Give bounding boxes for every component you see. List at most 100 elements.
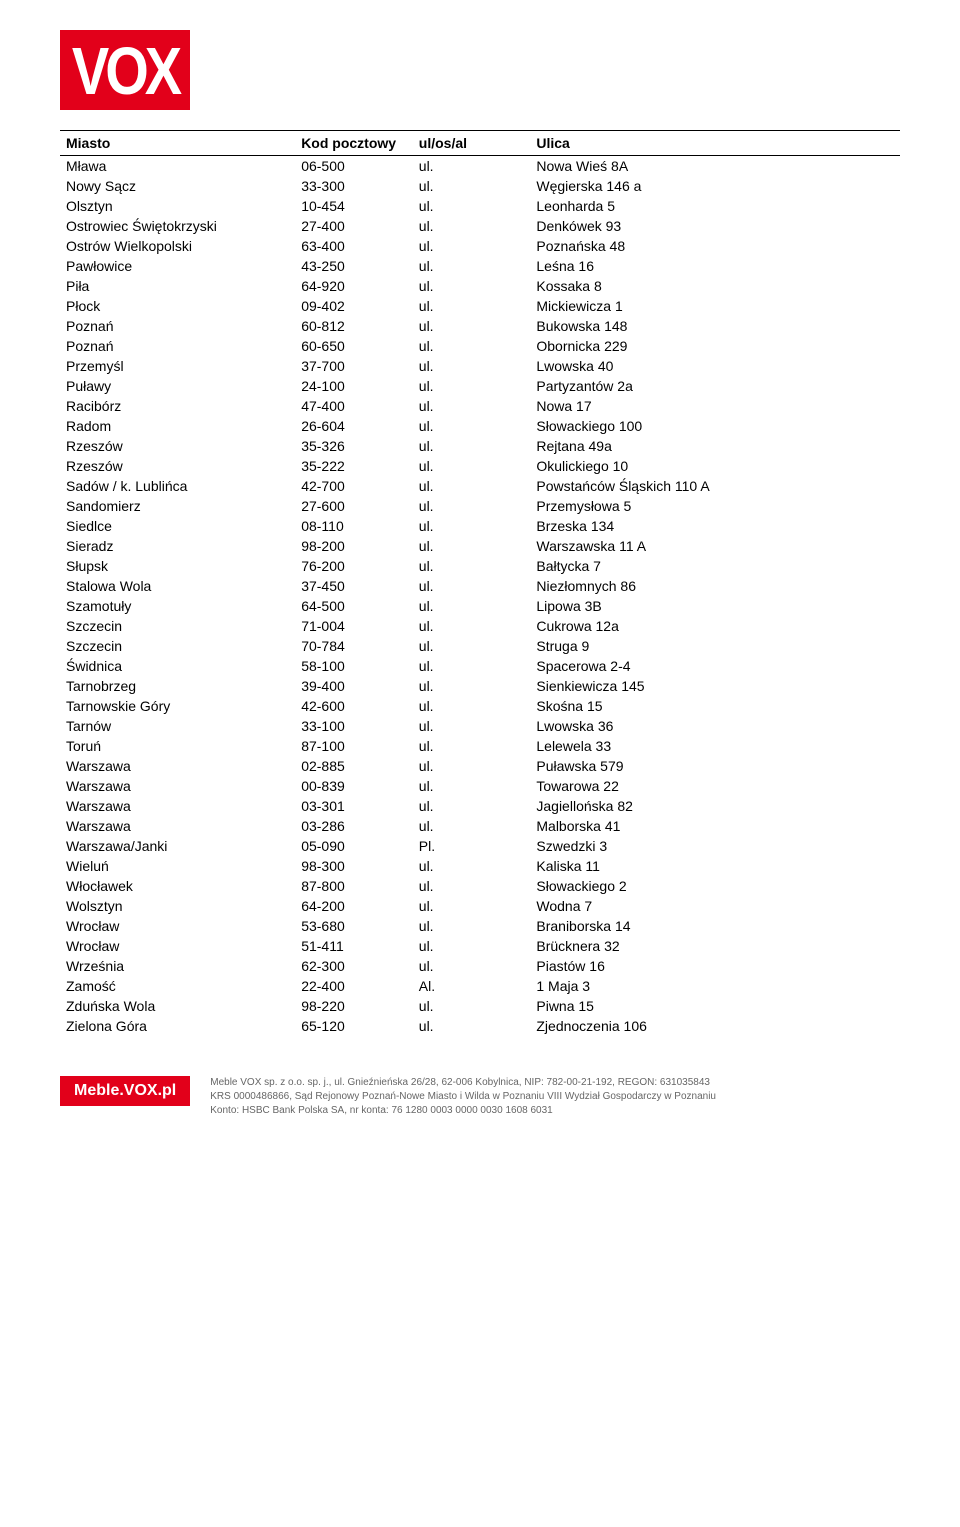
table-row: Zielona Góra65-120ul.Zjednoczenia 106 xyxy=(60,1016,900,1036)
table-cell: Sandomierz xyxy=(60,496,295,516)
table-cell: Powstańców Śląskich 110 A xyxy=(530,476,900,496)
table-row: Rzeszów35-222ul.Okulickiego 10 xyxy=(60,456,900,476)
table-cell: 08-110 xyxy=(295,516,413,536)
table-cell: Puławy xyxy=(60,376,295,396)
table-cell: Warszawa xyxy=(60,756,295,776)
table-cell: Zielona Góra xyxy=(60,1016,295,1036)
table-cell: 1 Maja 3 xyxy=(530,976,900,996)
table-cell: ul. xyxy=(413,356,531,376)
table-row: Nowy Sącz33-300ul.Węgierska 146 a xyxy=(60,176,900,196)
footer-line3: Konto: HSBC Bank Polska SA, nr konta: 76… xyxy=(210,1104,716,1118)
table-cell: 37-450 xyxy=(295,576,413,596)
table-cell: 98-200 xyxy=(295,536,413,556)
table-row: Rzeszów35-326ul.Rejtana 49a xyxy=(60,436,900,456)
table-row: Ostrów Wielkopolski63-400ul.Poznańska 48 xyxy=(60,236,900,256)
table-cell: 63-400 xyxy=(295,236,413,256)
table-row: Szczecin71-004ul.Cukrowa 12a xyxy=(60,616,900,636)
table-cell: Spacerowa 2-4 xyxy=(530,656,900,676)
table-cell: Radom xyxy=(60,416,295,436)
table-cell: Struga 9 xyxy=(530,636,900,656)
brand-logo-text: VOX xyxy=(72,31,178,109)
table-cell: 98-220 xyxy=(295,996,413,1016)
table-cell: Siedlce xyxy=(60,516,295,536)
table-row: Zduńska Wola98-220ul.Piwna 15 xyxy=(60,996,900,1016)
table-row: Szamotuły64-500ul.Lipowa 3B xyxy=(60,596,900,616)
table-cell: ul. xyxy=(413,296,531,316)
footer-logo: Meble.VOX.pl xyxy=(60,1076,190,1106)
table-cell: 62-300 xyxy=(295,956,413,976)
table-row: Warszawa03-286ul.Malborska 41 xyxy=(60,816,900,836)
table-cell: Świdnica xyxy=(60,656,295,676)
table-row: Warszawa00-839ul.Towarowa 22 xyxy=(60,776,900,796)
table-cell: 09-402 xyxy=(295,296,413,316)
table-cell: 76-200 xyxy=(295,556,413,576)
table-row: Przemyśl37-700ul.Lwowska 40 xyxy=(60,356,900,376)
table-row: Mława06-500ul.Nowa Wieś 8A xyxy=(60,156,900,177)
table-cell: Malborska 41 xyxy=(530,816,900,836)
table-cell: Wieluń xyxy=(60,856,295,876)
table-cell: Puławska 579 xyxy=(530,756,900,776)
table-cell: Obornicka 229 xyxy=(530,336,900,356)
table-row: Sieradz98-200ul.Warszawska 11 A xyxy=(60,536,900,556)
table-cell: ul. xyxy=(413,476,531,496)
table-cell: 35-326 xyxy=(295,436,413,456)
table-cell: ul. xyxy=(413,876,531,896)
table-cell: 64-200 xyxy=(295,896,413,916)
table-cell: Tarnowskie Góry xyxy=(60,696,295,716)
table-cell: Bukowska 148 xyxy=(530,316,900,336)
table-cell: 24-100 xyxy=(295,376,413,396)
table-cell: Lwowska 36 xyxy=(530,716,900,736)
table-cell: 33-300 xyxy=(295,176,413,196)
table-cell: Poznań xyxy=(60,316,295,336)
table-row: Toruń87-100ul.Lelewela 33 xyxy=(60,736,900,756)
table-row: Tarnów33-100ul.Lwowska 36 xyxy=(60,716,900,736)
table-cell: Przemysłowa 5 xyxy=(530,496,900,516)
table-cell: ul. xyxy=(413,616,531,636)
table-cell: Warszawska 11 A xyxy=(530,536,900,556)
table-row: Włocławek87-800ul.Słowackiego 2 xyxy=(60,876,900,896)
table-row: Sadów / k. Lublińca42-700ul.Powstańców Ś… xyxy=(60,476,900,496)
table-cell: ul. xyxy=(413,336,531,356)
table-cell: Lelewela 33 xyxy=(530,736,900,756)
table-cell: Leonharda 5 xyxy=(530,196,900,216)
table-cell: Brzeska 134 xyxy=(530,516,900,536)
table-cell: 33-100 xyxy=(295,716,413,736)
table-cell: ul. xyxy=(413,656,531,676)
table-cell: Rzeszów xyxy=(60,456,295,476)
table-cell: ul. xyxy=(413,496,531,516)
table-cell: Wolsztyn xyxy=(60,896,295,916)
table-cell: Cukrowa 12a xyxy=(530,616,900,636)
table-cell: ul. xyxy=(413,676,531,696)
table-cell: Towarowa 22 xyxy=(530,776,900,796)
table-cell: ul. xyxy=(413,436,531,456)
table-cell: Kaliska 11 xyxy=(530,856,900,876)
table-row: Tarnobrzeg39-400ul.Sienkiewicza 145 xyxy=(60,676,900,696)
table-cell: ul. xyxy=(413,796,531,816)
table-cell: 58-100 xyxy=(295,656,413,676)
table-cell: Pl. xyxy=(413,836,531,856)
table-cell: 60-812 xyxy=(295,316,413,336)
table-row: Świdnica58-100ul.Spacerowa 2-4 xyxy=(60,656,900,676)
table-cell: Mława xyxy=(60,156,295,177)
table-cell: Toruń xyxy=(60,736,295,756)
table-cell: 71-004 xyxy=(295,616,413,636)
table-cell: 22-400 xyxy=(295,976,413,996)
table-cell: Nowy Sącz xyxy=(60,176,295,196)
table-cell: Ostrowiec Świętokrzyski xyxy=(60,216,295,236)
table-cell: ul. xyxy=(413,936,531,956)
table-row: Olsztyn10-454ul.Leonharda 5 xyxy=(60,196,900,216)
table-cell: ul. xyxy=(413,156,531,177)
table-cell: Stalowa Wola xyxy=(60,576,295,596)
table-cell: Kossaka 8 xyxy=(530,276,900,296)
footer: Meble.VOX.pl Meble VOX sp. z o.o. sp. j.… xyxy=(60,1076,900,1118)
table-cell: Jagiellońska 82 xyxy=(530,796,900,816)
table-cell: 47-400 xyxy=(295,396,413,416)
table-cell: Bałtycka 7 xyxy=(530,556,900,576)
table-cell: ul. xyxy=(413,856,531,876)
table-cell: Al. xyxy=(413,976,531,996)
table-cell: ul. xyxy=(413,396,531,416)
table-cell: Tarnobrzeg xyxy=(60,676,295,696)
table-cell: Wrocław xyxy=(60,936,295,956)
table-cell: Nowa Wieś 8A xyxy=(530,156,900,177)
table-cell: 51-411 xyxy=(295,936,413,956)
